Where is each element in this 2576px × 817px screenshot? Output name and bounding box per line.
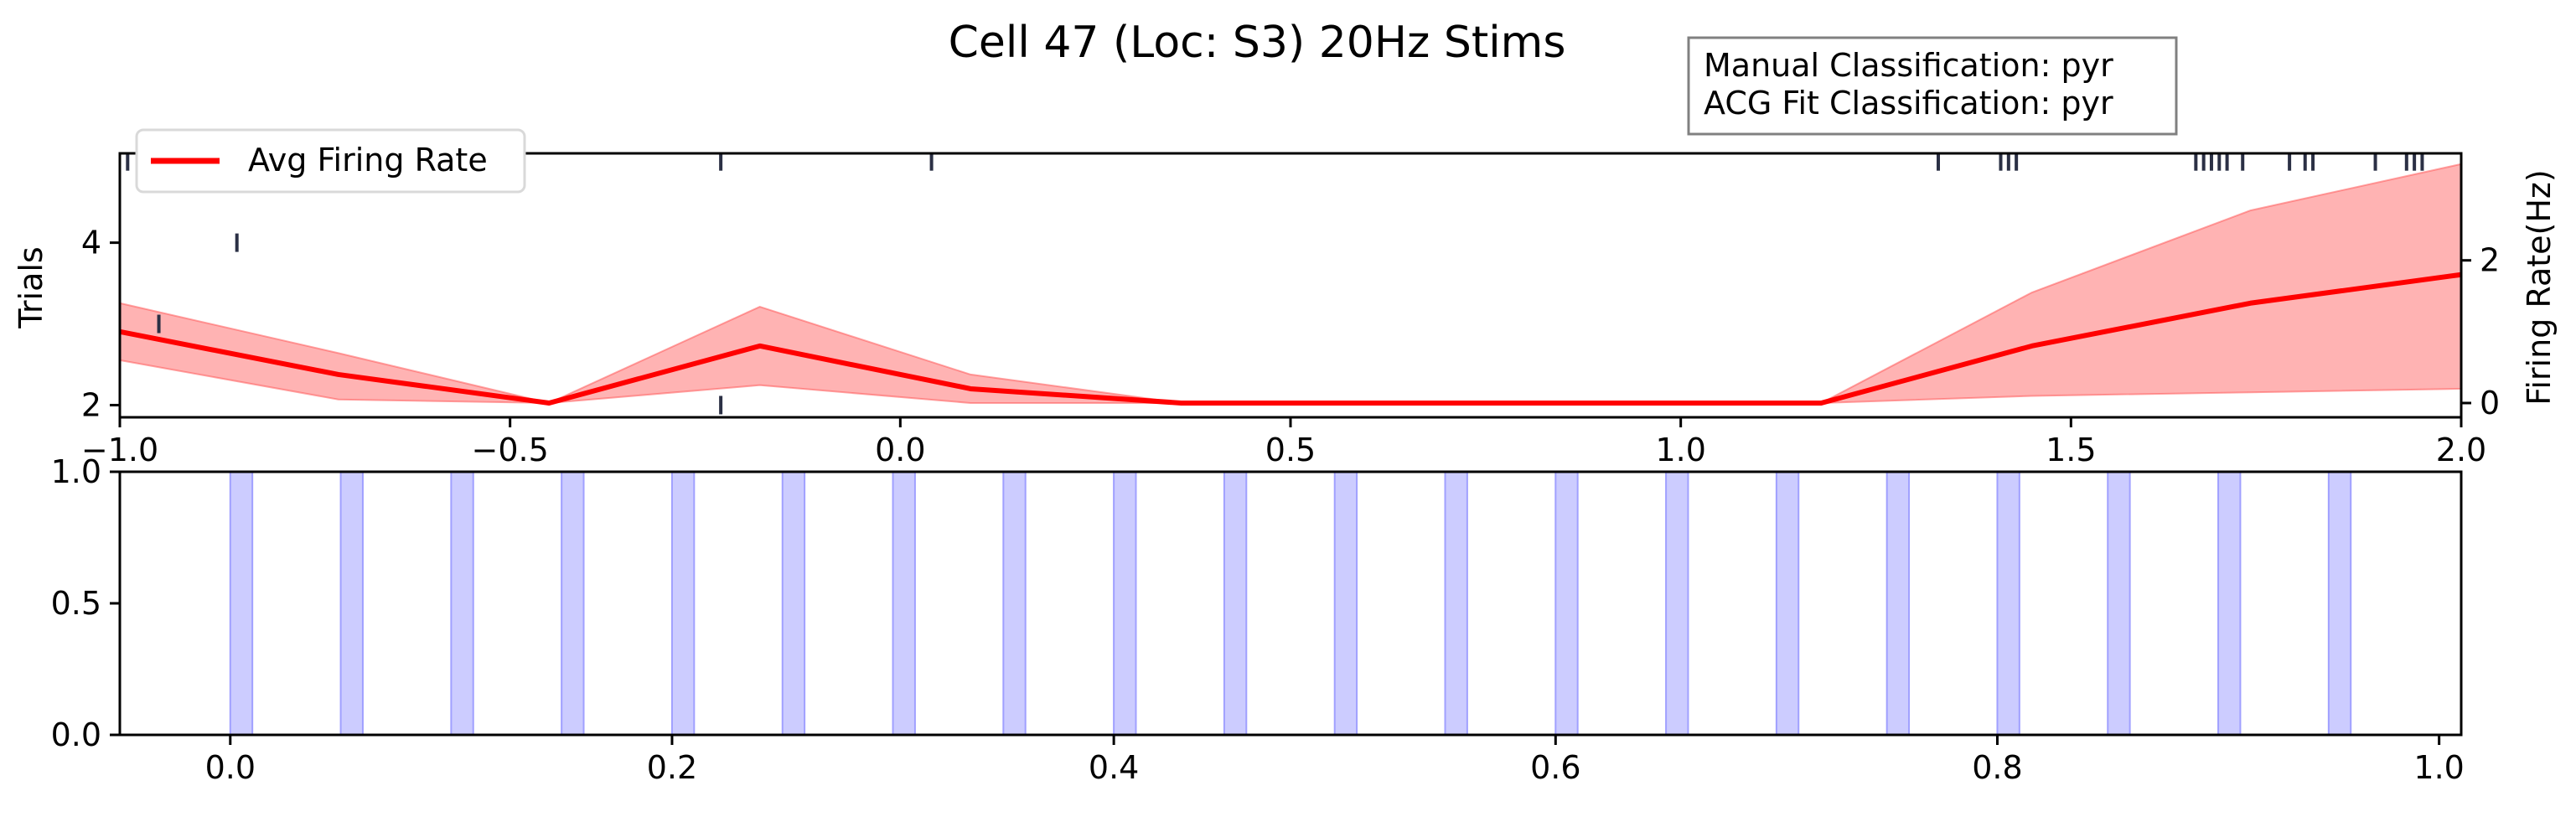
stim-bar [1444,471,1468,736]
top-x-tick-label: 0.5 [1265,432,1316,468]
top-right-y-axis: 02 [2461,242,2500,421]
stim-bar [1554,471,1579,736]
stim-bar [2107,471,2131,736]
top-x-tick-label: 1.5 [2046,432,2096,468]
top-x-tick-label: 2.0 [2436,432,2486,468]
bottom-y-tick-label: 1.0 [51,453,101,490]
stim-bar [1996,471,2020,736]
legend: Avg Firing Rate [135,128,526,194]
stim-bar [450,471,474,736]
stim-bar [339,471,364,736]
top-left-y-axis: 24 [81,225,120,423]
classification-annotation: Manual Classification: pyr ACG Fit Class… [1687,36,2178,136]
stim-bar [229,471,254,736]
stim-bar [1113,471,1137,736]
annotation-line-manual: Manual Classification: pyr [1704,47,2113,84]
stim-bar [2327,471,2352,736]
left-y-axis-label: Trials [13,246,49,328]
left-y-tick-label: 4 [81,225,101,261]
firing-rate-line-group [119,271,2462,406]
spike-raster [126,153,2424,415]
figure-title: Cell 47 (Loc: S3) 20Hz Stims [949,18,1566,68]
stim-bar [561,471,585,736]
annotation-box [1687,36,2178,136]
top-x-tick-label: 0.0 [875,432,925,468]
right-y-tick-label: 2 [2480,242,2500,279]
stim-bar [1665,471,1689,736]
bottom-x-axis: 0.0 0.2 0.4 0.6 0.8 1.0 [205,735,2465,786]
left-y-tick-label: 2 [81,386,101,423]
bottom-x-tick-label: 1.0 [2413,749,2464,786]
stim-bar [781,471,806,736]
bottom-y-tick-label: 0.0 [51,716,101,753]
bottom-panel: 0.0 0.2 0.4 0.6 0.8 1.0 0.0 0.5 1.0 [51,453,2465,786]
stim-bar [892,471,916,736]
stim-bar [670,471,696,736]
firing-rate-line [119,271,2462,406]
bottom-x-tick-label: 0.0 [205,749,256,786]
bottom-x-tick-label: 0.8 [1972,749,2022,786]
stim-bar [1223,471,1248,736]
top-panel: −1.0 −0.5 0.0 0.5 1.0 1.5 2.0 24 02 Trials Fir… [13,128,2558,468]
annotation-line-acg: ACG Fit Classification: pyr [1704,85,2113,122]
stim-bar [1333,471,1358,736]
bottom-x-tick-label: 0.6 [1530,749,1580,786]
top-x-tick-label: 1.0 [1655,432,1705,468]
legend-box [135,128,526,194]
stim-bar [1002,471,1027,736]
legend-label-avg-firing-rate: Avg Firing Rate [248,142,488,178]
stim-bar [1775,471,1800,736]
bottom-x-tick-label: 0.4 [1089,749,1139,786]
bottom-x-tick-label: 0.2 [647,749,697,786]
bottom-y-tick-label: 0.5 [51,585,101,622]
right-y-tick-label: 0 [2480,385,2500,421]
stim-bar [2217,471,2242,736]
stim-bar [1885,471,1911,736]
bottom-y-axis: 0.0 0.5 1.0 [51,453,120,753]
right-y-axis-label: Firing Rate(Hz) [2521,169,2558,405]
top-x-tick-label: −0.5 [472,432,549,468]
top-x-tick-label: −1.0 [81,432,158,468]
top-x-axis: −1.0 −0.5 0.0 0.5 1.0 1.5 2.0 [81,417,2486,468]
